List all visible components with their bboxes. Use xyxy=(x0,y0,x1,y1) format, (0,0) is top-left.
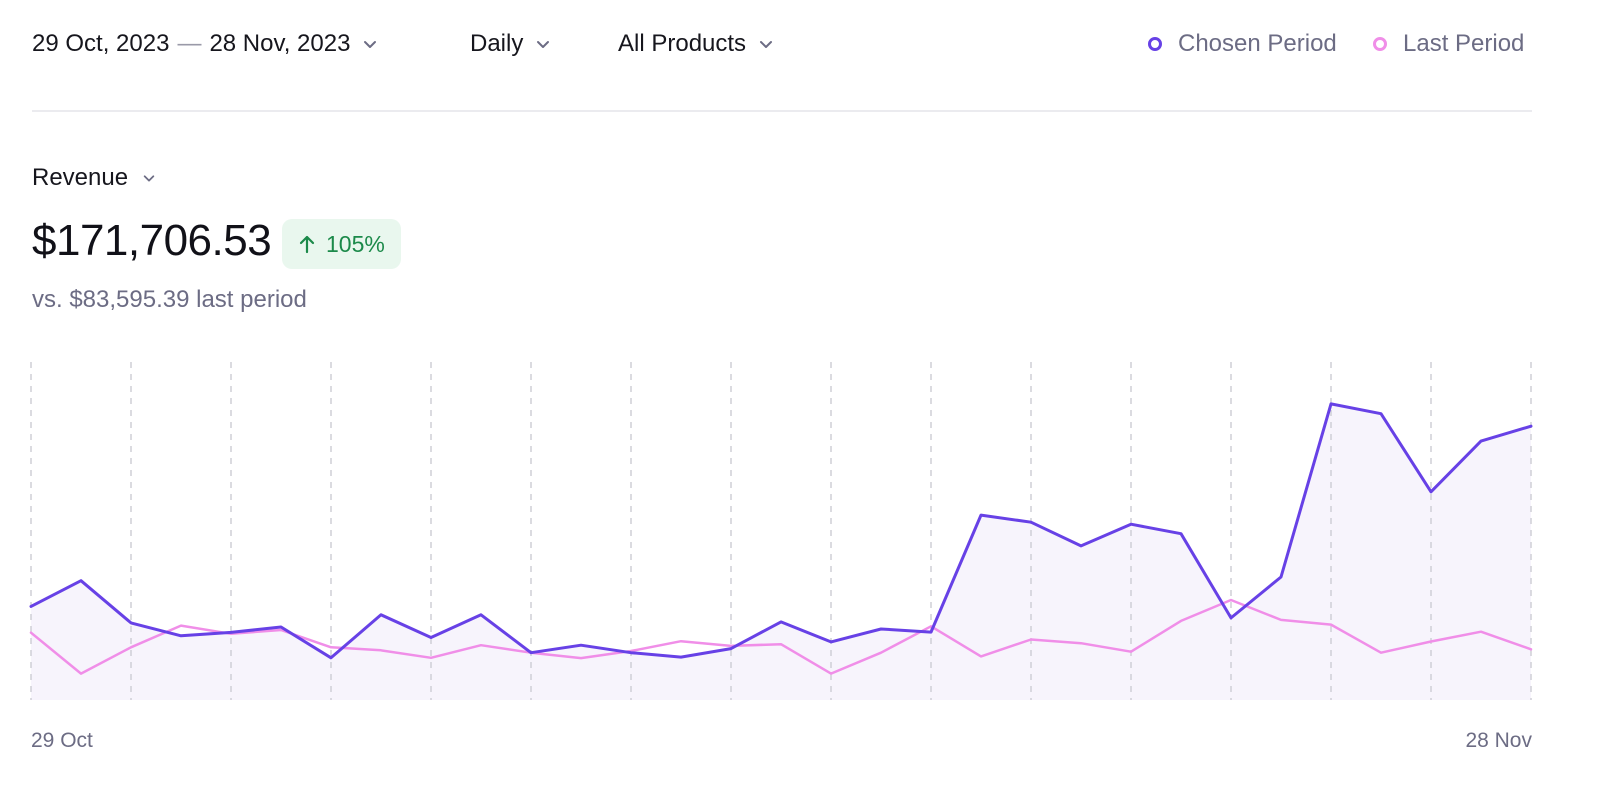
x-axis-end-label: 28 Nov xyxy=(1465,729,1532,752)
arrow-up-icon xyxy=(299,235,315,254)
date-separator: — xyxy=(177,30,202,57)
x-axis-start-label: 29 Oct xyxy=(31,729,93,752)
chosen-period-marker-icon xyxy=(1148,37,1162,51)
change-value: 105% xyxy=(326,230,385,257)
products-dropdown[interactable]: All Products xyxy=(618,30,774,58)
products-label: All Products xyxy=(618,30,747,57)
date-range-picker[interactable]: 29 Oct, 2023 — 28 Nov, 2023 xyxy=(32,30,378,58)
metric-value: $171,706.53 xyxy=(32,216,272,265)
revenue-chart xyxy=(29,362,1533,700)
last-period-marker-icon xyxy=(1373,37,1387,51)
legend-last-period[interactable]: Last Period xyxy=(1373,30,1524,58)
comparison-text: vs. $83,595.39 last period xyxy=(32,286,307,313)
legend-last-label: Last Period xyxy=(1403,30,1525,57)
legend-chosen-label: Chosen Period xyxy=(1178,30,1337,57)
chevron-down-icon xyxy=(143,175,155,182)
legend-chosen-period[interactable]: Chosen Period xyxy=(1148,30,1337,58)
date-end: 28 Nov, 2023 xyxy=(209,30,351,57)
metric-name: Revenue xyxy=(32,164,129,191)
change-badge: 105% xyxy=(282,219,401,269)
chevron-down-icon xyxy=(760,41,773,48)
filter-bar xyxy=(32,0,1532,112)
date-start: 29 Oct, 2023 xyxy=(32,30,170,57)
chevron-down-icon xyxy=(364,41,377,48)
granularity-dropdown[interactable]: Daily xyxy=(470,30,551,58)
chevron-down-icon xyxy=(537,41,550,48)
metric-dropdown[interactable]: Revenue xyxy=(32,164,156,192)
chosen-period-area xyxy=(31,403,1531,700)
granularity-label: Daily xyxy=(470,30,524,57)
